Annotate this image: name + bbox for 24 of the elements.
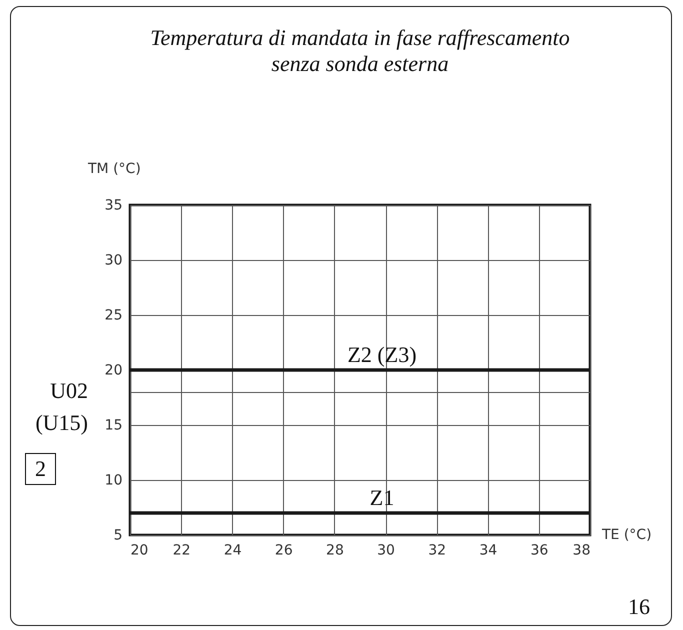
text: 16 (628, 594, 650, 620)
y-tick-label: 10 (104, 472, 122, 488)
chart-title: Temperatura di mandata in fase raffrescamento (150, 25, 570, 50)
x-tick-label: 36 (530, 542, 548, 558)
y-tick-label: 30 (104, 252, 122, 268)
y-tick-label: 5 (114, 528, 122, 544)
y-tick-label: 25 (104, 308, 122, 324)
x-tick-label: 34 (479, 542, 498, 558)
x-axis-title: TE (°C) (601, 527, 652, 543)
x-tick-label: 30 (377, 542, 395, 558)
x-tick-label: 26 (274, 542, 293, 558)
chart-subtitle: senza sonda esterna (271, 51, 449, 76)
x-tick-label: 24 (224, 542, 242, 558)
x-tick-label: 22 (172, 542, 191, 558)
x-tick-label: 20 (130, 542, 148, 558)
x-tick-label: 28 (326, 542, 344, 558)
y-axis-title: TM (°C) (87, 161, 141, 177)
text: U02 (U15) (34, 377, 88, 437)
x-tick-label: 32 (428, 542, 446, 558)
text: 2 (25, 453, 56, 485)
y-tick-label: 35 (104, 198, 122, 214)
x-tick-label: 38 (572, 542, 590, 558)
y-tick-label: 15 (104, 418, 122, 434)
y-tick-label: 20 (104, 362, 122, 378)
